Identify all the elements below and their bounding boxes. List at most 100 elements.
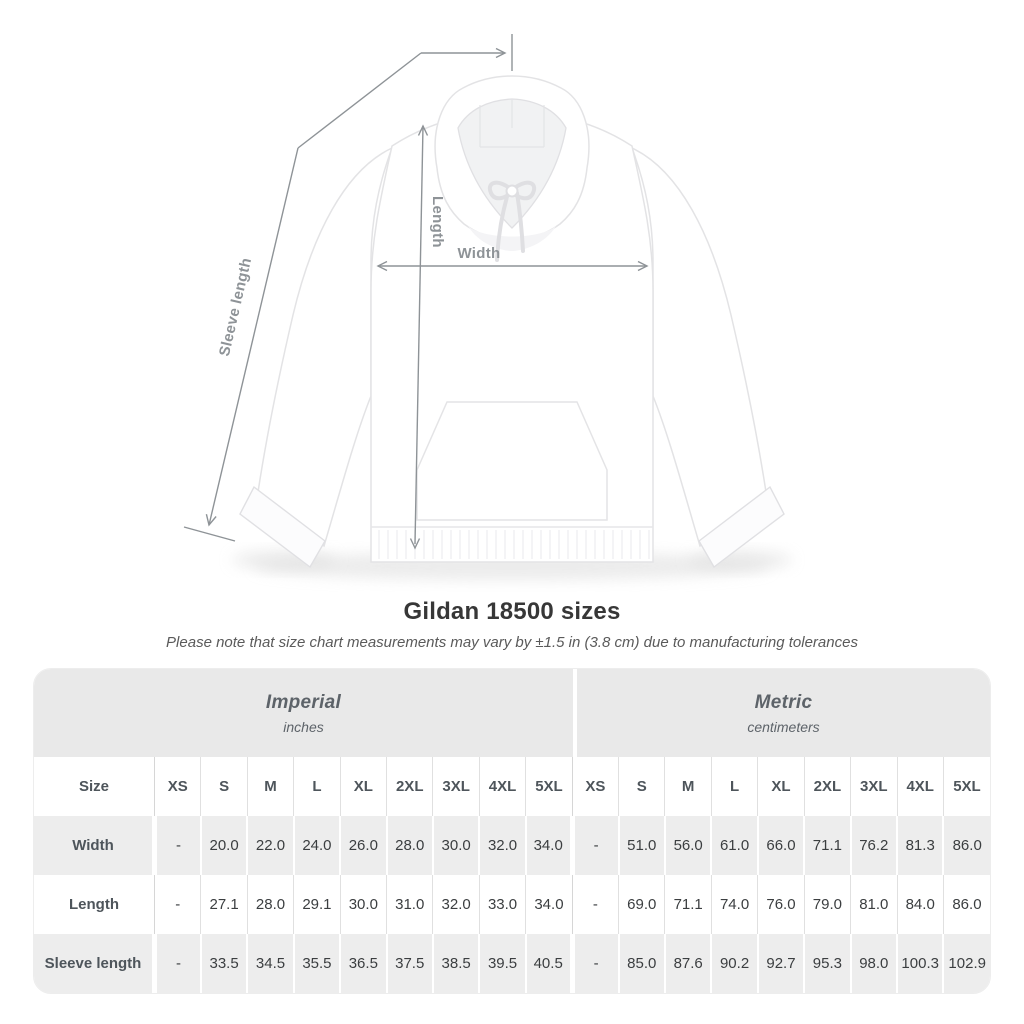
measurement-value: 102.9 — [942, 934, 990, 993]
imperial-header: Imperial inches — [34, 669, 573, 757]
row-label: Sleeve length — [44, 955, 142, 972]
measurement-value: 86.0 — [942, 816, 990, 875]
size-col-header: 3XL — [432, 757, 480, 816]
hood-seams — [479, 100, 545, 148]
measurements-table: Size XS S M L XL 2XL 3XL 4XL 5XL XS S M L XL 2XL 3XL 4XL… — [34, 757, 990, 993]
right-cuff-shadow — [688, 550, 792, 570]
measurement-value: 95.3 — [803, 934, 851, 993]
measurement-value: 92.7 — [756, 934, 805, 993]
measurement-value: 81.3 — [895, 816, 944, 875]
right-sleeve — [630, 146, 767, 548]
size-col-header: 2XL — [386, 757, 433, 816]
size-col-header: XL — [757, 757, 805, 816]
metric-header: Metric centimeters — [577, 669, 990, 757]
left-cuff-shadow — [232, 550, 336, 570]
measurement-value: 34.0 — [525, 875, 573, 934]
measurement-value: 28.0 — [385, 816, 433, 875]
page-title: Gildan 18500 sizes — [403, 598, 621, 625]
measurement-value: 35.5 — [292, 934, 341, 993]
measurement-value: 61.0 — [710, 816, 758, 875]
measurement-value: 20.0 — [199, 816, 248, 875]
table-row: Length -27.1 28.0 29.1 30.0 31.0 32.0 33.0 34.0-… — [34, 875, 990, 934]
measurement-value: - — [151, 934, 201, 993]
measurement-value: 26.0 — [339, 816, 387, 875]
row-label: Width — [72, 837, 114, 854]
measurement-value: 30.0 — [339, 875, 387, 934]
measurement-value: 24.0 — [292, 816, 341, 875]
measurement-value: 34.5 — [246, 934, 294, 993]
measurement-value: 74.0 — [710, 875, 758, 934]
length-label: Length — [429, 196, 446, 248]
sleeve-length-arrow — [183, 34, 513, 542]
measurement-value: - — [151, 816, 201, 875]
length-arrow — [409, 124, 429, 550]
size-col-header: 5XL — [525, 757, 573, 816]
size-col-header: S — [200, 757, 248, 816]
measurement-value: 71.1 — [664, 875, 712, 934]
width-label: Width — [457, 245, 500, 262]
hood-lining — [457, 98, 567, 229]
left-sleeve — [257, 146, 394, 548]
measurement-value: 71.1 — [803, 816, 851, 875]
measurement-value: 56.0 — [663, 816, 712, 875]
hoodie-illustration — [232, 75, 792, 580]
measurement-value: 40.5 — [524, 934, 573, 993]
size-col-header: M — [664, 757, 712, 816]
left-cuff — [239, 485, 326, 569]
measurement-value: 76.2 — [849, 816, 897, 875]
measurement-value: - — [569, 816, 619, 875]
measurement-value: 32.0 — [478, 816, 526, 875]
size-col-header: L — [293, 757, 341, 816]
measurement-value: 51.0 — [617, 816, 665, 875]
tolerance-note: Please note that size chart measurements… — [166, 634, 858, 651]
size-table: Imperial inches Metric centimeters Size … — [33, 668, 991, 994]
sleeve-length-label: Sleeve length — [216, 256, 255, 358]
measurement-value: 98.0 — [849, 934, 897, 993]
measurement-value: - — [153, 875, 201, 934]
table-row: Width -20.0 22.0 24.0 26.0 28.0 30.0 32.0 34.0-5… — [34, 816, 990, 875]
measurement-value: 22.0 — [246, 816, 294, 875]
size-col-header: S — [618, 757, 665, 816]
measurement-value: 87.6 — [663, 934, 712, 993]
measurement-value: 36.5 — [339, 934, 387, 993]
measurement-value: 76.0 — [757, 875, 805, 934]
measurement-value: - — [571, 875, 619, 934]
size-col-header: 4XL — [478, 757, 526, 816]
measurement-value: 79.0 — [803, 875, 851, 934]
measurement-value: 90.2 — [710, 934, 758, 993]
measurement-value: 33.5 — [199, 934, 248, 993]
measurement-annotations — [183, 34, 649, 550]
size-col-header: XL — [339, 757, 387, 816]
size-label: Size — [78, 778, 109, 795]
measurement-value: 28.0 — [246, 875, 294, 934]
size-col-header: 5XL — [942, 757, 990, 816]
measurement-value: 37.5 — [385, 934, 433, 993]
chest-shadow — [468, 226, 556, 251]
measurement-value: 32.0 — [432, 875, 480, 934]
size-header-row: Size XS S M L XL 2XL 3XL 4XL 5XL XS S M L XL 2XL 3XL 4XL… — [34, 757, 990, 816]
hoodie-diagram: Sleeve length Length Width — [183, 34, 792, 580]
metric-unit: centimeters — [747, 718, 820, 735]
width-arrow — [376, 260, 649, 272]
metric-title: Metric — [754, 691, 813, 713]
measurement-value: 34.0 — [524, 816, 573, 875]
hem-ribbing — [374, 530, 650, 559]
imperial-unit: inches — [283, 718, 324, 735]
size-col-header: 4XL — [896, 757, 944, 816]
row-label: Length — [69, 896, 119, 913]
imperial-title: Imperial — [265, 691, 342, 713]
right-cuff — [698, 485, 785, 569]
measurement-value: 86.0 — [942, 875, 990, 934]
drawstring — [487, 180, 537, 262]
size-col-header: L — [710, 757, 758, 816]
size-col-header: XS — [153, 757, 201, 816]
measurement-value: 33.0 — [478, 875, 526, 934]
measurement-value: 84.0 — [896, 875, 944, 934]
measurement-value: 66.0 — [756, 816, 805, 875]
size-col-header: XS — [571, 757, 619, 816]
table-row: Sleeve length -33.5 34.5 35.5 36.5 37.5 38.5 39… — [34, 934, 990, 993]
measurement-value: 39.5 — [478, 934, 526, 993]
measurement-value: 69.0 — [618, 875, 665, 934]
measurement-value: 85.0 — [617, 934, 665, 993]
measurement-value: 30.0 — [431, 816, 480, 875]
